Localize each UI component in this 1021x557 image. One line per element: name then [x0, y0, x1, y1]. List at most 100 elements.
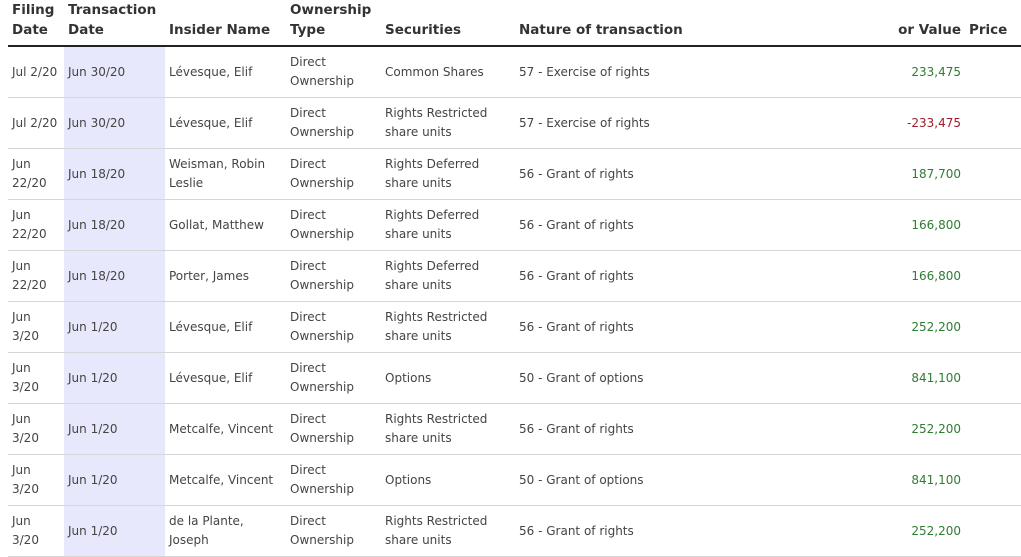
- header-insider-name[interactable]: Insider Name: [165, 0, 286, 47]
- ownership-type-cell: Direct Ownership: [286, 301, 381, 353]
- nature-cell: 50 - Grant of options: [515, 352, 815, 404]
- filing-date-cell: Jun 22/20: [8, 250, 64, 302]
- value-cell: 841,100: [815, 454, 965, 506]
- price-cell: [965, 352, 1021, 404]
- insider-name-cell: Lévesque, Elif: [165, 352, 286, 404]
- ownership-type-cell: Direct Ownership: [286, 250, 381, 302]
- transaction-date-cell: Jun 30/20: [64, 97, 165, 149]
- nature-cell: 56 - Grant of rights: [515, 301, 815, 353]
- insider-name-cell: Gollat, Matthew: [165, 199, 286, 251]
- ownership-type-cell: Direct Ownership: [286, 199, 381, 251]
- securities-cell: Options: [381, 352, 515, 404]
- ownership-type-cell: Direct Ownership: [286, 505, 381, 557]
- table-row: Jun 22/20 Jun 18/20 Porter, James Direct Ow…: [8, 250, 1021, 302]
- transaction-date-cell: Jun 1/20: [64, 505, 165, 557]
- filing-date-cell: Jun 3/20: [8, 454, 64, 506]
- filing-date-cell: Jun 3/20: [8, 505, 64, 557]
- filing-date-cell: Jun 22/20: [8, 199, 64, 251]
- securities-cell: Rights Deferred share units: [381, 199, 515, 251]
- nature-cell: 57 - Exercise of rights: [515, 97, 815, 149]
- table-row: Jun 3/20 Jun 1/20 Metcalfe, Vincent Direct …: [8, 454, 1021, 506]
- insider-name-cell: de la Plante, Joseph: [165, 505, 286, 557]
- ownership-type-cell: Direct Ownership: [286, 97, 381, 149]
- price-cell: [965, 250, 1021, 302]
- ownership-type-cell: Direct Ownership: [286, 46, 381, 98]
- value-cell: 166,800: [815, 250, 965, 302]
- price-cell: [965, 199, 1021, 251]
- nature-cell: 57 - Exercise of rights: [515, 46, 815, 98]
- nature-cell: 56 - Grant of rights: [515, 199, 815, 251]
- filing-date-cell: Jun 3/20: [8, 403, 64, 455]
- transaction-date-cell: Jun 1/20: [64, 403, 165, 455]
- transaction-date-cell: Jun 30/20: [64, 46, 165, 98]
- price-cell: [965, 403, 1021, 455]
- table-row: Jun 22/20 Jun 18/20 Weisman, Robin Leslie D…: [8, 148, 1021, 200]
- insider-name-cell: Weisman, Robin Leslie: [165, 148, 286, 200]
- value-cell: 166,800: [815, 199, 965, 251]
- transaction-date-cell: Jun 18/20: [64, 148, 165, 200]
- header-transaction-date[interactable]: Transaction Date: [64, 0, 165, 47]
- header-row: Filing Date Transaction Date Insider Nam…: [8, 0, 1021, 47]
- filing-date-cell: Jun 3/20: [8, 301, 64, 353]
- nature-cell: 56 - Grant of rights: [515, 505, 815, 557]
- value-cell: -233,475: [815, 97, 965, 149]
- price-cell: [965, 148, 1021, 200]
- value-cell: 841,100: [815, 352, 965, 404]
- filing-date-cell: Jun 3/20: [8, 352, 64, 404]
- header-value[interactable]: or Value: [815, 0, 965, 47]
- price-cell: [965, 505, 1021, 557]
- securities-cell: Rights Deferred share units: [381, 148, 515, 200]
- transaction-date-cell: Jun 1/20: [64, 454, 165, 506]
- securities-cell: Rights Restricted share units: [381, 403, 515, 455]
- value-cell: 233,475: [815, 46, 965, 98]
- value-cell: 252,200: [815, 505, 965, 557]
- price-cell: [965, 97, 1021, 149]
- value-cell: 252,200: [815, 301, 965, 353]
- nature-cell: 50 - Grant of options: [515, 454, 815, 506]
- insider-name-cell: Lévesque, Elif: [165, 301, 286, 353]
- transaction-date-cell: Jun 1/20: [64, 352, 165, 404]
- filing-date-cell: Jul 2/20: [8, 46, 64, 98]
- header-nature[interactable]: Nature of transaction: [515, 0, 815, 47]
- insider-name-cell: Lévesque, Elif: [165, 97, 286, 149]
- insider-name-cell: Metcalfe, Vincent: [165, 403, 286, 455]
- header-securities[interactable]: Securities: [381, 0, 515, 47]
- securities-cell: Rights Restricted share units: [381, 97, 515, 149]
- value-cell: 252,200: [815, 403, 965, 455]
- price-cell: [965, 454, 1021, 506]
- ownership-type-cell: Direct Ownership: [286, 454, 381, 506]
- header-ownership-type[interactable]: Ownership Type: [286, 0, 381, 47]
- table-row: Jun 3/20 Jun 1/20 Metcalfe, Vincent Direct …: [8, 403, 1021, 455]
- table-row: Jul 2/20 Jun 30/20 Lévesque, Elif Direct Ow…: [8, 97, 1021, 149]
- ownership-type-cell: Direct Ownership: [286, 352, 381, 404]
- nature-cell: 56 - Grant of rights: [515, 250, 815, 302]
- transaction-date-cell: Jun 1/20: [64, 301, 165, 353]
- ownership-type-cell: Direct Ownership: [286, 148, 381, 200]
- securities-cell: Options: [381, 454, 515, 506]
- filing-date-cell: Jun 22/20: [8, 148, 64, 200]
- header-price[interactable]: Price: [965, 0, 1021, 47]
- insider-transactions-table: Filing Date Transaction Date Insider Nam…: [8, 0, 1021, 557]
- price-cell: [965, 46, 1021, 98]
- securities-cell: Rights Restricted share units: [381, 301, 515, 353]
- transaction-date-cell: Jun 18/20: [64, 199, 165, 251]
- insider-name-cell: Metcalfe, Vincent: [165, 454, 286, 506]
- transaction-date-cell: Jun 18/20: [64, 250, 165, 302]
- header-filing-date[interactable]: Filing Date: [8, 0, 64, 47]
- securities-cell: Rights Restricted share units: [381, 505, 515, 557]
- table-row: Jun 3/20 Jun 1/20 de la Plante, Joseph Dire…: [8, 505, 1021, 557]
- nature-cell: 56 - Grant of rights: [515, 403, 815, 455]
- table-row: Jun 3/20 Jun 1/20 Lévesque, Elif Direct Own…: [8, 352, 1021, 404]
- nature-cell: 56 - Grant of rights: [515, 148, 815, 200]
- price-cell: [965, 301, 1021, 353]
- securities-cell: Rights Deferred share units: [381, 250, 515, 302]
- table-row: Jun 22/20 Jun 18/20 Gollat, Matthew Direct …: [8, 199, 1021, 251]
- insider-name-cell: Lévesque, Elif: [165, 46, 286, 98]
- filing-date-cell: Jul 2/20: [8, 97, 64, 149]
- table-row: Jun 3/20 Jun 1/20 Lévesque, Elif Direct Own…: [8, 301, 1021, 353]
- table-row: Jul 2/20 Jun 30/20 Lévesque, Elif Direct Ow…: [8, 46, 1021, 98]
- ownership-type-cell: Direct Ownership: [286, 403, 381, 455]
- insider-name-cell: Porter, James: [165, 250, 286, 302]
- securities-cell: Common Shares: [381, 46, 515, 98]
- value-cell: 187,700: [815, 148, 965, 200]
